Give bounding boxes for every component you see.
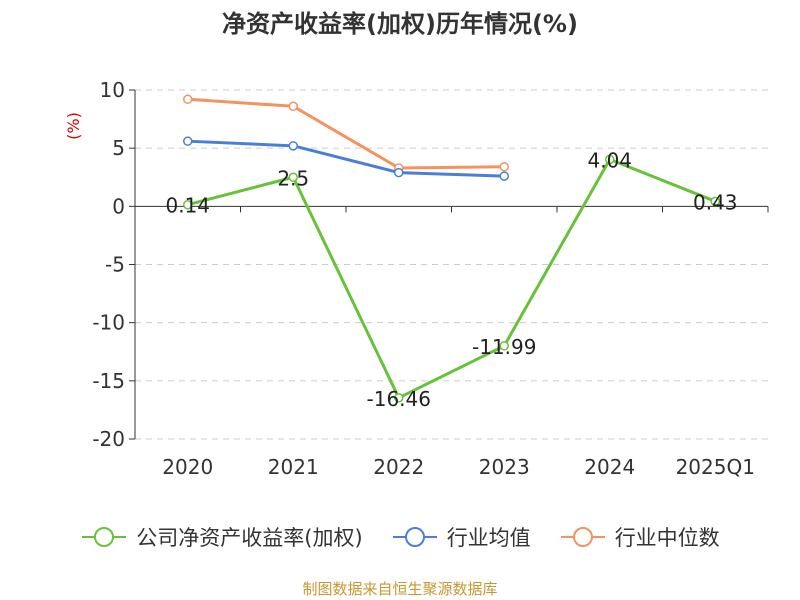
data-point [499, 341, 509, 351]
data-point [499, 162, 509, 172]
legend-item[interactable]: 公司净资产收益率(加权) [80, 522, 363, 552]
data-point [710, 196, 720, 207]
data-point [605, 154, 615, 165]
data-label: 0.14 [165, 194, 210, 218]
x-tick-label: 2024 [584, 455, 635, 479]
data-label: 2.5 [277, 166, 309, 190]
legend-label: 行业中位数 [614, 526, 720, 550]
series-line [187, 139, 505, 178]
legend-label: 行业均值 [446, 526, 531, 550]
data-label: -16.46 [367, 387, 431, 411]
legend-swatch [392, 527, 437, 547]
x-tick-label: 2022 [373, 455, 424, 479]
series-line [187, 157, 716, 400]
y-tick-label: -15 [92, 369, 125, 393]
data-label: 0.43 [693, 190, 738, 214]
x-tick-label: 2021 [268, 455, 319, 479]
data-point [183, 136, 193, 146]
x-tick-label: 2020 [162, 455, 213, 479]
data-point [288, 101, 298, 112]
legend-label: 公司净资产收益率(加权) [136, 526, 363, 550]
legend-item[interactable]: 行业中位数 [559, 522, 720, 552]
data-point [288, 172, 298, 182]
chart-title: 净资产收益率(加权)历年情况(%) [222, 10, 578, 38]
data-label: -11.99 [472, 335, 536, 359]
y-tick-label: -20 [92, 427, 125, 451]
legend-item[interactable]: 行业均值 [391, 522, 531, 552]
x-tick-label: 2025Q1 [676, 455, 755, 479]
data-point [394, 393, 404, 403]
legend-swatch [82, 527, 127, 547]
y-axis-label: (%) [64, 112, 83, 140]
chart-legend: 公司净资产收益率(加权) 行业均值 行业中位数 [0, 520, 800, 554]
source-note: 制图数据来自恒生聚源数据库 [302, 580, 498, 598]
data-point [183, 199, 193, 210]
series-line [187, 97, 505, 170]
y-tick-label: -10 [92, 311, 125, 335]
y-tick-label: 0 [112, 194, 125, 218]
x-tick-label: 2023 [479, 455, 530, 479]
data-point [183, 94, 193, 105]
data-point [499, 171, 509, 181]
y-tick-label: 5 [112, 136, 125, 160]
legend-swatch [560, 527, 605, 547]
data-point [394, 167, 404, 178]
data-point [288, 141, 298, 151]
data-label: 4.04 [587, 148, 632, 172]
y-tick-label: 10 [100, 78, 125, 102]
y-tick-label: -5 [105, 253, 125, 277]
